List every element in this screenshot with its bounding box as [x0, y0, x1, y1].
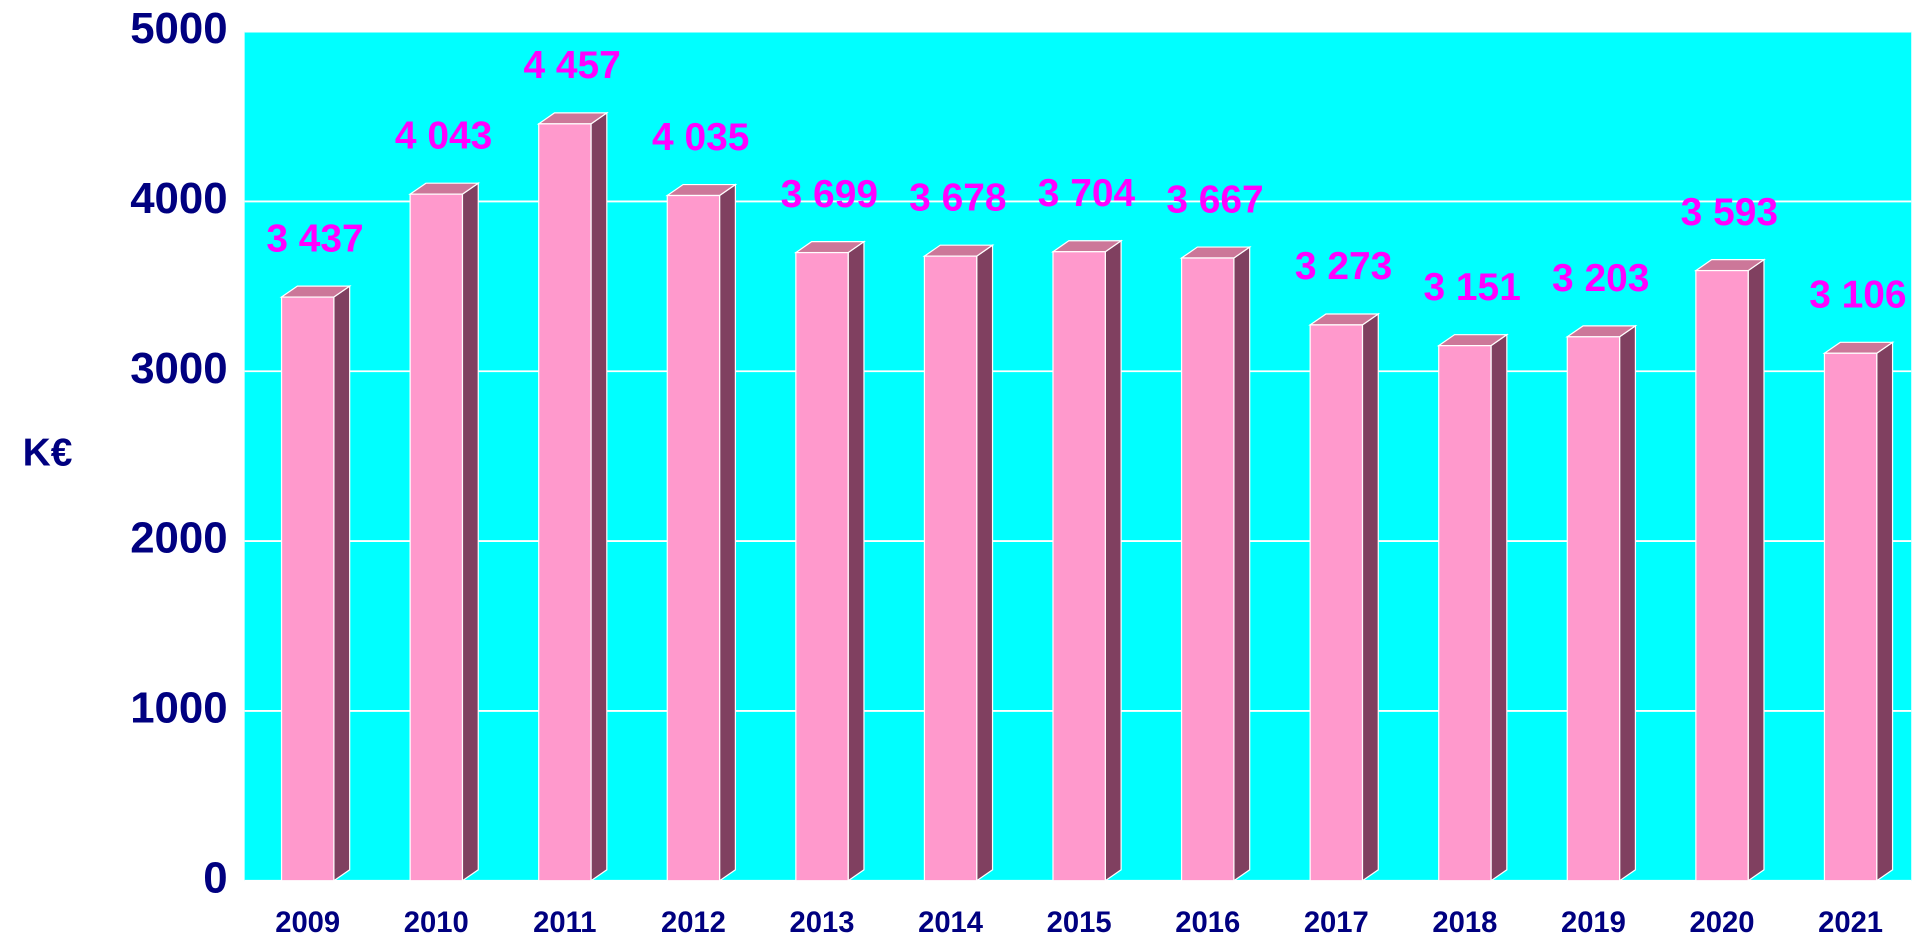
bar-side — [1233, 245, 1251, 882]
x-tick-label: 2017 — [1304, 907, 1369, 939]
bar — [666, 194, 721, 882]
value-label: 3 704 — [1038, 172, 1136, 215]
y-tick-label: 2000 — [130, 514, 227, 563]
x-tick-label: 2013 — [790, 907, 855, 939]
x-tick-label: 2020 — [1690, 907, 1755, 939]
x-tick-label: 2016 — [1175, 907, 1240, 939]
bar — [280, 296, 335, 882]
value-label: 3 106 — [1809, 274, 1906, 317]
x-tick-label: 2011 — [533, 907, 596, 939]
bar — [538, 123, 592, 882]
bar — [1438, 345, 1492, 882]
value-label: 3 437 — [266, 217, 363, 260]
bar-side — [1876, 341, 1894, 882]
bar-side — [461, 182, 479, 882]
bar-side — [976, 244, 994, 882]
bar-side — [333, 284, 351, 882]
x-tick-label: 2010 — [404, 907, 469, 939]
y-tick-label: 4000 — [130, 174, 227, 223]
x-tick-label: 2014 — [918, 907, 984, 939]
x-tick-label: 2012 — [661, 907, 726, 939]
bar — [1052, 251, 1106, 882]
x-tick-label: 2009 — [275, 907, 340, 939]
bar — [409, 193, 464, 882]
bar — [795, 251, 849, 882]
bar-side — [1618, 324, 1637, 882]
bar — [1566, 336, 1621, 882]
bar-side — [1104, 239, 1122, 882]
bar-side — [590, 111, 608, 882]
bar — [1180, 257, 1235, 882]
y-tick-label: 3000 — [130, 344, 227, 393]
y-tick-label: 0 — [203, 853, 227, 902]
x-tick-label: 2021 — [1818, 907, 1883, 939]
bar-side — [1361, 312, 1379, 882]
y-tick-label: 1000 — [130, 683, 227, 732]
bar — [1309, 324, 1364, 882]
bar-side — [1747, 258, 1765, 882]
value-label: 3 203 — [1552, 257, 1649, 300]
value-label: 4 043 — [395, 114, 492, 157]
x-tick-label: 2018 — [1432, 907, 1497, 939]
bar-side — [847, 240, 865, 882]
y-tick-label: 5000 — [130, 4, 227, 53]
value-label: 3 273 — [1295, 245, 1392, 288]
value-label: 3 151 — [1423, 266, 1520, 309]
x-tick-label: 2015 — [1047, 907, 1112, 939]
value-label: 4 457 — [523, 44, 620, 87]
y-axis-label: K€ — [23, 431, 73, 474]
bar-side — [718, 183, 737, 882]
value-label: 3 699 — [781, 173, 878, 216]
value-label: 3 593 — [1681, 191, 1778, 234]
x-tick-label: 2019 — [1561, 907, 1626, 939]
bar-side — [1490, 333, 1508, 882]
bar — [923, 255, 978, 882]
value-label: 3 678 — [909, 176, 1006, 219]
value-label: 4 035 — [652, 116, 749, 159]
value-label: 3 667 — [1166, 178, 1263, 221]
bar — [1695, 269, 1749, 882]
bar — [1823, 352, 1878, 882]
